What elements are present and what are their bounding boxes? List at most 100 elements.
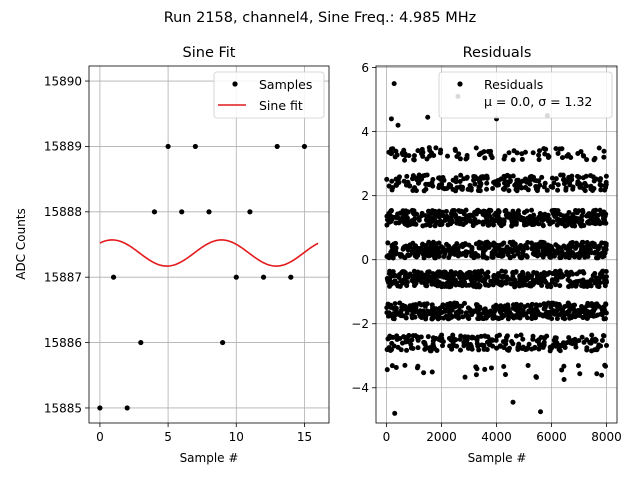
residual-point xyxy=(527,309,532,314)
residual-point xyxy=(512,284,517,289)
residual-point xyxy=(453,248,458,253)
residual-point xyxy=(485,340,490,345)
residual-point xyxy=(410,176,415,181)
residual-point xyxy=(478,181,483,186)
residual-point xyxy=(543,181,548,186)
residual-point xyxy=(580,307,585,312)
residual-point xyxy=(559,308,564,313)
residual-point xyxy=(529,208,534,213)
residual-point xyxy=(408,342,413,347)
residual-point xyxy=(564,154,569,159)
residual-point xyxy=(416,338,421,343)
residual-point xyxy=(575,151,580,156)
residual-point xyxy=(591,208,596,213)
y-tick-label: 2 xyxy=(361,189,369,203)
residual-point xyxy=(567,316,572,321)
residual-point xyxy=(441,316,446,321)
residual-point xyxy=(594,371,599,376)
residual-point xyxy=(563,246,568,251)
residual-point xyxy=(427,182,432,187)
residual-point xyxy=(474,372,479,377)
residual-point xyxy=(527,342,532,347)
residual-point xyxy=(548,255,553,260)
residual-point xyxy=(573,314,578,319)
residual-point xyxy=(447,217,452,222)
sample-point xyxy=(111,275,116,280)
residual-point xyxy=(456,208,461,213)
residual-point xyxy=(541,223,546,228)
residual-point xyxy=(466,316,471,321)
residual-point xyxy=(401,210,406,215)
residual-point xyxy=(428,251,433,256)
residual-point xyxy=(497,218,502,223)
residual-point xyxy=(462,301,467,306)
residual-point xyxy=(396,220,401,225)
residual-point xyxy=(502,181,507,186)
residual-point xyxy=(474,146,479,151)
sine-fit-ticks: 0 5 10 15158851588615887158881588915890 xyxy=(44,74,312,444)
residual-point xyxy=(539,175,544,180)
residual-point xyxy=(589,348,594,353)
residual-point xyxy=(514,334,519,339)
residual-point xyxy=(584,345,589,350)
residual-point xyxy=(419,312,424,317)
residual-point xyxy=(548,247,553,252)
residual-point xyxy=(415,270,420,275)
residual-point xyxy=(573,284,578,289)
residual-point xyxy=(434,277,439,282)
residual-point xyxy=(553,282,558,287)
y-tick-label: 15886 xyxy=(44,336,82,350)
residual-point xyxy=(569,270,574,275)
residual-point xyxy=(494,303,499,308)
residual-point xyxy=(445,154,450,159)
residual-point xyxy=(446,255,451,260)
residual-point xyxy=(513,187,518,192)
residual-point xyxy=(543,251,548,256)
y-tick-label: 4 xyxy=(361,125,369,139)
residual-point xyxy=(430,369,435,374)
residual-point xyxy=(483,334,488,339)
residual-point xyxy=(554,303,559,308)
residual-point xyxy=(506,150,511,155)
residual-point xyxy=(476,347,481,352)
residual-point xyxy=(530,246,535,251)
residual-point xyxy=(542,306,547,311)
residual-point xyxy=(500,305,505,310)
residual-point xyxy=(573,341,578,346)
y-tick-label: 15887 xyxy=(44,270,82,284)
residual-point xyxy=(464,176,469,181)
residual-point xyxy=(602,149,607,154)
residual-point xyxy=(482,155,487,160)
residual-point xyxy=(420,242,425,247)
residual-point xyxy=(506,348,511,353)
residual-point xyxy=(537,148,542,153)
residual-point xyxy=(401,278,406,283)
residual-point xyxy=(426,209,431,214)
residual-point xyxy=(512,148,517,153)
residual-point xyxy=(553,242,558,247)
residual-point xyxy=(531,334,536,339)
residual-point xyxy=(412,216,417,221)
sample-point xyxy=(179,209,184,214)
residual-point xyxy=(446,244,451,249)
residual-point xyxy=(584,183,589,188)
residual-point xyxy=(468,270,473,275)
residual-point xyxy=(438,148,443,153)
residual-point xyxy=(535,275,540,280)
legend-residuals-marker xyxy=(457,81,462,86)
residual-point xyxy=(584,214,589,219)
residual-point xyxy=(393,306,398,311)
residual-point xyxy=(392,411,397,416)
residual-point xyxy=(471,284,476,289)
residual-point xyxy=(385,240,390,245)
residual-point xyxy=(438,274,443,279)
residual-point xyxy=(387,345,392,350)
sine-fit-legend: Samples Sine fit xyxy=(214,72,324,118)
residual-point xyxy=(564,340,569,345)
residual-point xyxy=(390,273,395,278)
residual-point xyxy=(529,347,534,352)
residual-point xyxy=(597,253,602,258)
residual-point xyxy=(476,254,481,259)
residual-point xyxy=(523,176,528,181)
sine-fit-curve-layer xyxy=(100,240,318,266)
